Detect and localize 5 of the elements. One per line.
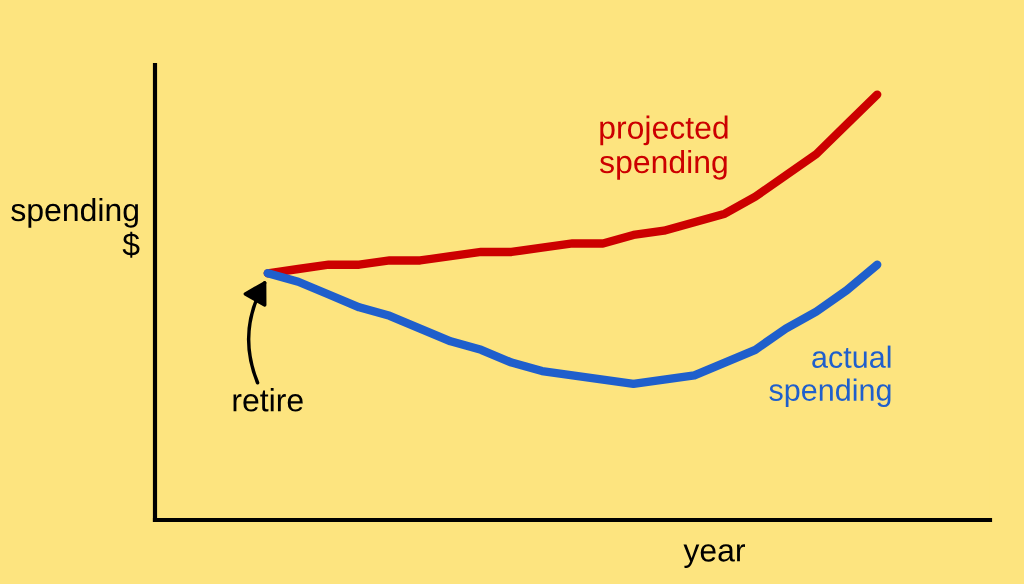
annotation: retire xyxy=(233,388,303,412)
series-label: projected spending xyxy=(599,115,728,180)
series-label: actual spending xyxy=(769,345,891,407)
x-axis-title: year xyxy=(683,544,745,568)
y-axis-title: spending $ xyxy=(11,197,140,258)
